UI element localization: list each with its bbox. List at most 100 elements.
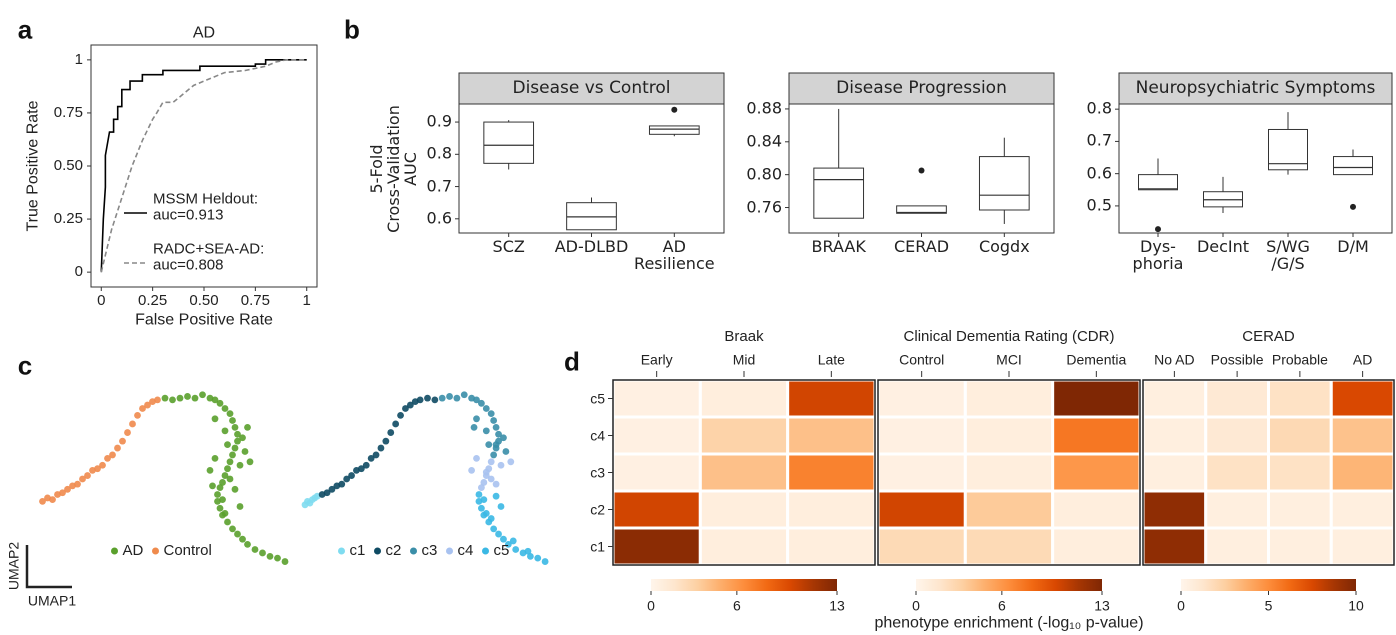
point: [482, 468, 490, 476]
point: [219, 496, 226, 504]
point: [221, 472, 229, 479]
colorbar: [916, 579, 1102, 591]
point: [221, 405, 229, 412]
point: [328, 485, 336, 493]
y-tick-label: 0.9: [426, 111, 452, 131]
point: [216, 504, 224, 512]
point: [495, 530, 502, 538]
point: [74, 480, 81, 488]
legend-swatch: [152, 547, 159, 555]
box: [566, 202, 617, 231]
y-tick-label: 0.75: [53, 104, 83, 122]
x-tick-label: 0: [97, 292, 106, 310]
point: [266, 553, 274, 560]
heatmap-cell: [876, 378, 967, 419]
point: [482, 405, 490, 412]
panel-title: Braak: [724, 328, 764, 346]
heatmap-cell: [1329, 489, 1396, 530]
heatmap-cell: [1051, 378, 1142, 419]
point: [490, 417, 498, 424]
box: [1333, 156, 1373, 176]
legend-label: Control: [163, 542, 212, 560]
point: [274, 554, 281, 562]
point: [416, 396, 424, 404]
colorbar-tick-label: 13: [1094, 597, 1110, 614]
point: [357, 465, 365, 473]
point: [211, 454, 219, 462]
legend-swatch: [374, 547, 381, 555]
row-label: c5: [590, 390, 605, 407]
point: [480, 479, 488, 486]
x-tick-label: 1: [302, 292, 311, 310]
legend-swatch: [482, 547, 489, 555]
point: [460, 391, 468, 399]
point: [184, 393, 191, 400]
heatmap-cell: [1051, 415, 1142, 456]
heatmap-cell: [1267, 378, 1333, 419]
point: [221, 510, 229, 517]
x-axis-label: UMAP1: [27, 592, 77, 609]
panel-title: CERAD: [1242, 328, 1295, 346]
panel-title: Disease vs Control: [512, 77, 671, 98]
point: [478, 399, 485, 407]
heatmap-cell: [611, 452, 702, 493]
point: [231, 485, 239, 493]
legend-label: c1: [349, 542, 366, 560]
row-label: c4: [590, 427, 605, 444]
column-label: Dementia: [1066, 351, 1127, 368]
heatmap-cell: [611, 378, 702, 419]
point: [109, 451, 116, 459]
point: [524, 547, 532, 555]
strip: [1118, 72, 1393, 105]
x-axis-label: False Positive Rate: [135, 311, 273, 329]
outlier: [1350, 203, 1356, 210]
point: [438, 394, 446, 402]
heatmap-cell: [698, 452, 790, 493]
column-label: Mid: [732, 351, 756, 368]
column-label: No AD: [1154, 351, 1195, 368]
point: [199, 391, 206, 399]
point: [509, 537, 517, 545]
point: [224, 465, 231, 473]
point: [169, 396, 176, 404]
column-label: Possible: [1210, 351, 1264, 368]
point: [244, 424, 251, 431]
y-tick-label: 0.88: [746, 98, 782, 118]
point: [500, 434, 507, 442]
point: [281, 558, 289, 565]
x-tick-label: DecInt: [1196, 237, 1250, 256]
column-label: AD: [1352, 351, 1373, 368]
heatmap-cell: [876, 526, 967, 567]
point: [79, 475, 86, 483]
point: [234, 437, 241, 445]
legend-swatch: [111, 547, 118, 555]
point: [234, 530, 241, 538]
heatmap-cell: [698, 526, 790, 567]
chart-title: AD: [192, 24, 216, 42]
point: [161, 394, 169, 402]
point: [134, 411, 141, 419]
point: [492, 424, 500, 431]
row-label: c3: [590, 464, 605, 481]
point: [504, 540, 512, 548]
heatmap-cell: [1204, 489, 1270, 530]
heatmap-cell: [1141, 489, 1208, 530]
point: [226, 475, 234, 483]
point: [231, 424, 239, 431]
heatmap-cell: [876, 415, 967, 456]
heatmap-cell: [786, 452, 877, 493]
heatmap-cell: [786, 489, 877, 530]
point: [236, 461, 244, 469]
x-tick-label: 0.75: [240, 292, 270, 310]
y-axis-label: True Positive Rate: [24, 100, 42, 232]
point: [492, 480, 500, 488]
column-label: Early: [640, 351, 673, 368]
column-label: MCI: [996, 351, 1022, 368]
legend-label: c4: [457, 542, 474, 560]
point: [343, 475, 351, 483]
box: [1138, 174, 1178, 191]
point: [377, 444, 385, 452]
heatmap-cell: [1141, 415, 1208, 456]
row-label: c2: [590, 501, 605, 518]
y-tick-label: 0.8: [426, 143, 452, 163]
